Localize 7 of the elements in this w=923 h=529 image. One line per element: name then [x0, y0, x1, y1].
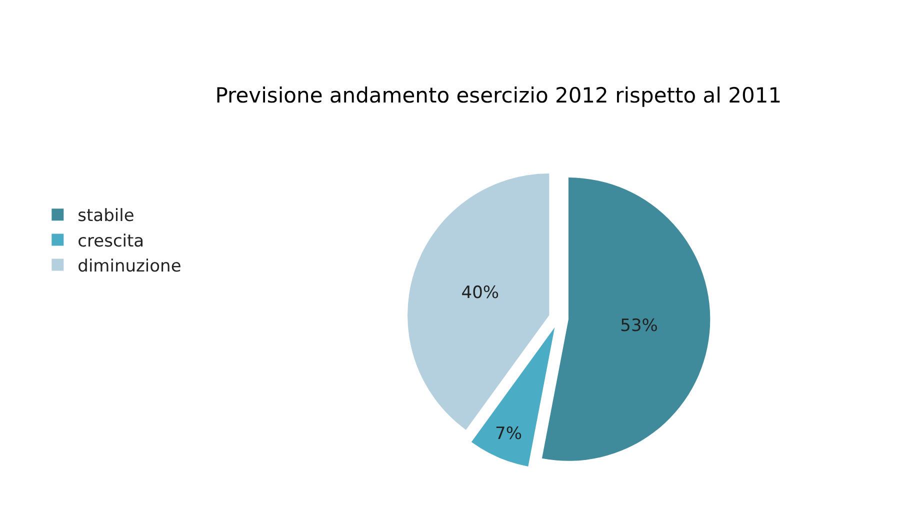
legend-label: stabile: [78, 206, 134, 226]
chart-title: Previsione andamento esercizio 2012 rispetto al 2011: [215, 84, 782, 108]
legend-label: diminuzione: [78, 256, 182, 276]
data-label: 40%: [461, 282, 500, 303]
data-label: 7%: [495, 424, 522, 444]
legend-label: crescita: [78, 231, 144, 252]
data-label: 53%: [620, 316, 658, 336]
